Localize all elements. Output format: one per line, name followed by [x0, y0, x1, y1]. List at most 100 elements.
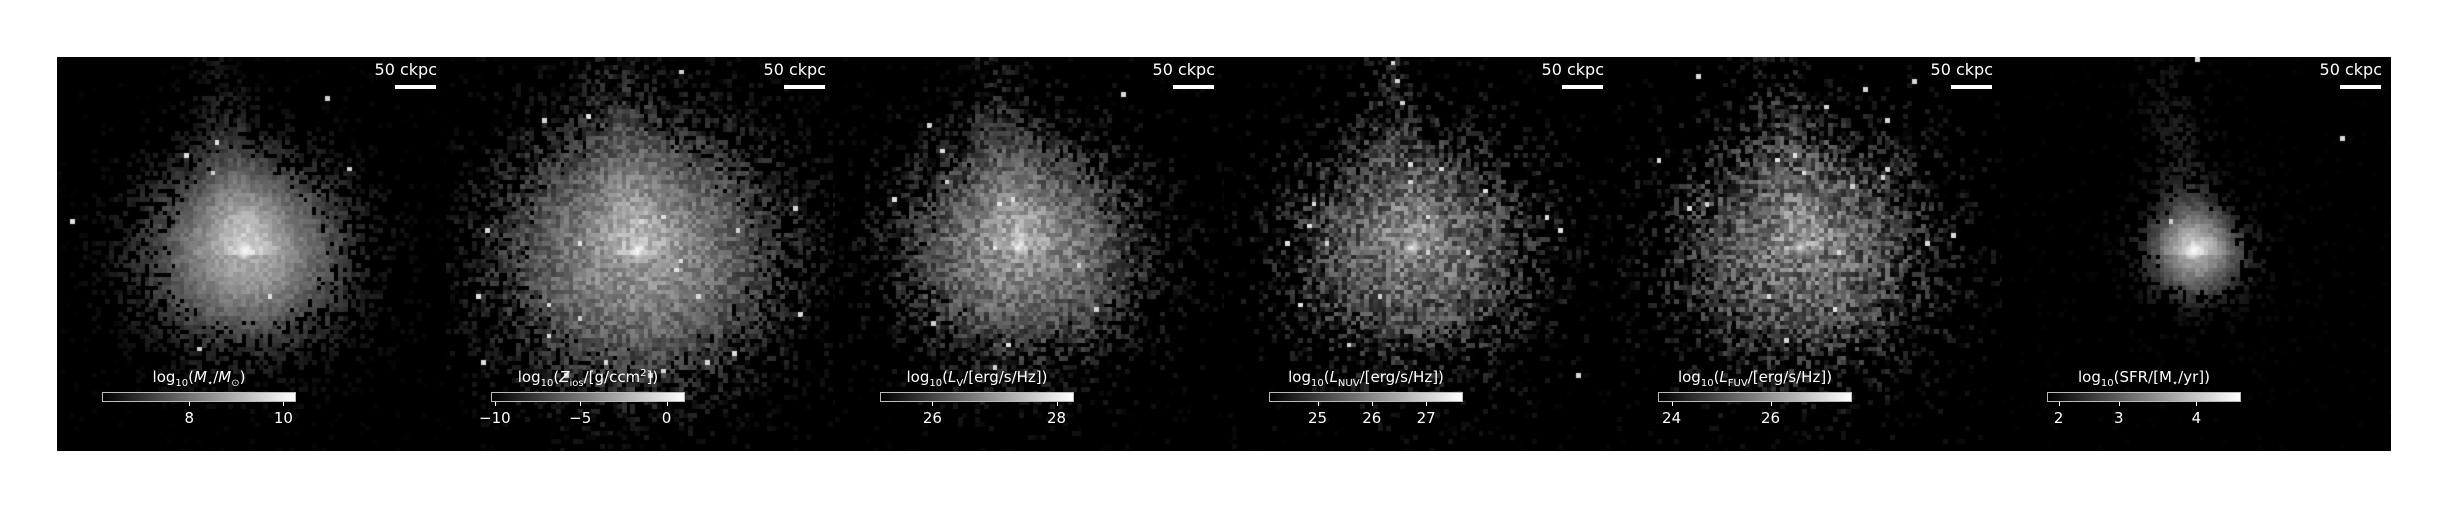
colorbar-tick	[494, 402, 496, 406]
title-symbol: M	[193, 368, 207, 386]
title-subscript-2: ⊙	[231, 378, 240, 389]
title-symbol: Z	[559, 368, 570, 386]
colorbar-tick-label: 25	[1307, 409, 1328, 427]
scale-bar-label: 50 ckpc	[2319, 60, 2382, 79]
title-unit: /yr])	[2178, 368, 2210, 386]
title-log: log	[517, 368, 541, 386]
colorbar-title: log10(Zios/[g/ccm2])	[518, 368, 659, 389]
title-paren: (	[553, 368, 560, 386]
colorbar-tick-label: 27	[1416, 409, 1436, 427]
title-subscript: ⋆	[206, 378, 214, 389]
map-image-v-band-luminosity	[835, 57, 1224, 451]
colorbar-tick	[1671, 402, 1673, 406]
scale-bar-label: 50 ckpc	[1541, 60, 1604, 79]
title-subscript: FUV	[1727, 378, 1748, 389]
scale-bar-label: 50 ckpc	[763, 60, 826, 79]
title-paren: (SFR/[M	[2113, 368, 2172, 386]
colorbar	[880, 392, 1074, 402]
title-close: )	[239, 368, 246, 386]
map-image-nuv-luminosity	[1224, 57, 1613, 451]
title-subscript: V	[956, 378, 964, 389]
scale-bar	[395, 85, 436, 89]
colorbar-tick	[1371, 402, 1373, 406]
map-panel-nuv-luminosity: 50 ckpc log10(LNUV/[erg/s/Hz]) 25 26 27	[1224, 57, 1613, 451]
colorbar-tick	[1770, 402, 1772, 406]
colorbar-title: log10(M⋆/M⊙)	[153, 368, 246, 389]
title-base: 10	[2100, 378, 2114, 389]
colorbar-tick-label: −10	[479, 409, 511, 427]
title-unit: /[erg/s/Hz])	[1359, 368, 1444, 386]
colorbar	[102, 392, 296, 402]
colorbar-title: log10(LV/[erg/s/Hz])	[906, 368, 1047, 389]
scale-bar	[784, 85, 825, 89]
colorbar-tick	[666, 402, 668, 406]
title-log: log	[2078, 368, 2101, 386]
colorbar-tick	[2196, 402, 2198, 406]
map-panel-fuv-luminosity: 50 ckpc log10(LFUV/[erg/s/Hz]) 24 26	[1613, 57, 2002, 451]
map-image-fuv-luminosity	[1613, 57, 2002, 451]
map-image-metallicity	[446, 57, 835, 451]
colorbar	[2047, 392, 2241, 402]
colorbar-tick-label: 28	[1046, 409, 1067, 427]
map-image-star-formation-rate	[2002, 57, 2391, 451]
title-subscript: ios	[569, 378, 584, 389]
title-log: log	[1677, 368, 1701, 386]
colorbar-tick-label: 0	[661, 409, 672, 427]
title-close: ])	[646, 368, 659, 386]
colorbar-tick	[2058, 402, 2060, 406]
title-paren: (	[188, 368, 194, 386]
scale-bar	[2340, 85, 2381, 89]
colorbar-title: log10(LNUV/[erg/s/Hz])	[1288, 368, 1444, 389]
title-log: log	[906, 368, 930, 386]
colorbar-tick	[580, 402, 582, 406]
map-panel-stellar-mass: 50 ckpc log10(M⋆/M⊙) 8 10	[57, 57, 446, 451]
title-base: 10	[929, 378, 943, 389]
colorbar-tick	[1426, 402, 1428, 406]
title-base: 10	[1310, 378, 1324, 389]
colorbar-tick	[283, 402, 285, 406]
colorbar-tick-label: 3	[2113, 409, 2124, 427]
title-symbol: L	[1719, 368, 1728, 386]
title-base: 10	[175, 378, 189, 389]
colorbar-tick-label: −5	[569, 409, 592, 427]
colorbar-tick	[2118, 402, 2120, 406]
scale-bar-label: 50 ckpc	[1930, 60, 1993, 79]
colorbar-tick-label: 8	[184, 409, 195, 427]
title-paren: (	[1713, 368, 1720, 386]
map-image-stellar-mass	[57, 57, 446, 451]
colorbar-tick	[932, 402, 934, 406]
title-unit: /	[213, 368, 219, 386]
colorbar	[1269, 392, 1463, 402]
colorbar-tick	[189, 402, 191, 406]
title-unit: /[g/ccm	[583, 368, 641, 386]
colorbar	[1658, 392, 1852, 402]
colorbar-tick-label: 4	[2191, 409, 2202, 427]
title-base: 10	[540, 378, 554, 389]
colorbar-title: log10(SFR/[M⋆/yr])	[2078, 368, 2210, 389]
colorbar	[491, 392, 685, 402]
colorbar-tick	[1317, 402, 1319, 406]
scale-bar	[1173, 85, 1214, 89]
scale-bar-label: 50 ckpc	[374, 60, 437, 79]
colorbar-tick-label: 26	[1760, 409, 1781, 427]
title-subscript: NUV	[1337, 378, 1360, 389]
title-symbol: L	[947, 368, 957, 386]
colorbar-tick	[1056, 402, 1058, 406]
title-subscript: ⋆	[2171, 378, 2179, 389]
scale-bar	[1951, 85, 1992, 89]
colorbar-tick-label: 2	[2053, 409, 2064, 427]
title-superscript: 2	[640, 368, 647, 379]
title-log: log	[1288, 368, 1311, 386]
title-log: log	[152, 368, 176, 386]
title-paren: (	[1323, 368, 1330, 386]
title-base: 10	[1700, 378, 1714, 389]
colorbar-tick-label: 26	[922, 409, 942, 427]
title-paren: (	[942, 368, 948, 386]
colorbar-title: log10(LFUV/[erg/s/Hz])	[1678, 368, 1832, 389]
scale-bar-label: 50 ckpc	[1152, 60, 1215, 79]
title-symbol-2: M	[218, 368, 232, 386]
colorbar-tick-label: 10	[273, 409, 293, 427]
title-unit: /[erg/s/Hz])	[963, 368, 1048, 386]
title-unit: /[erg/s/Hz])	[1747, 368, 1833, 386]
colorbar-tick-label: 24	[1662, 409, 1682, 427]
